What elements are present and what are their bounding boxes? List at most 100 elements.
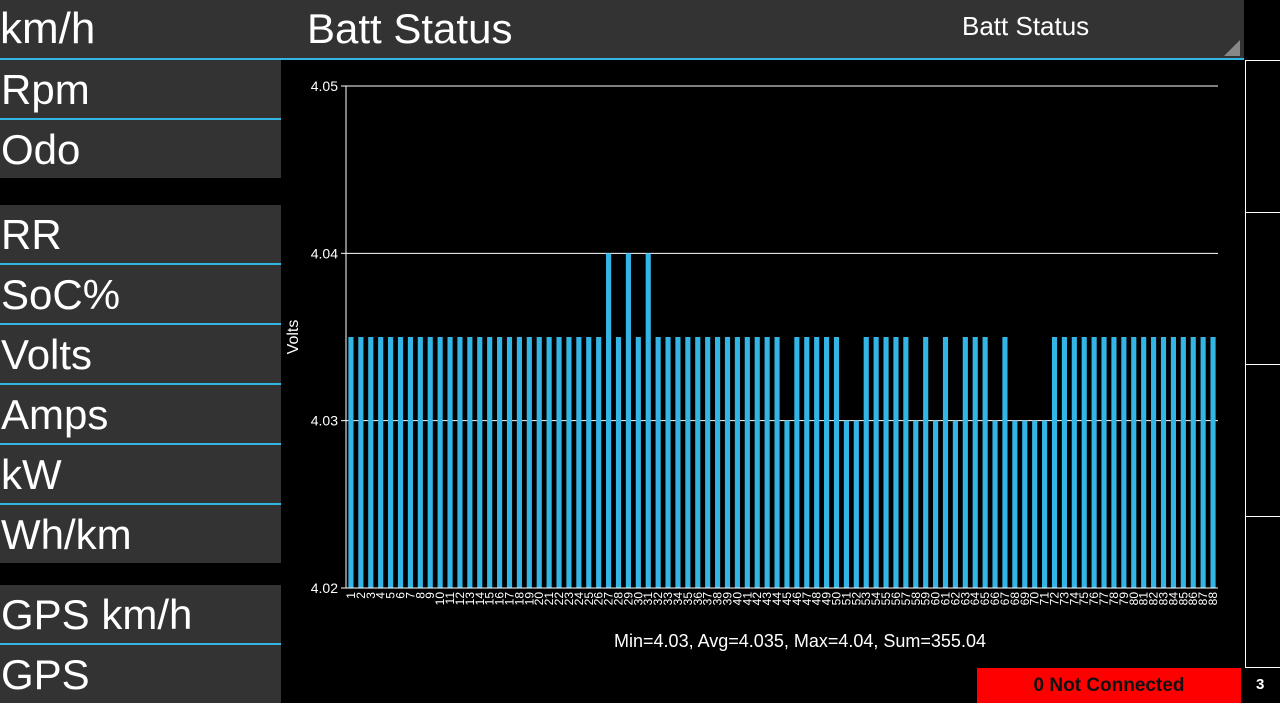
bar-64: [972, 337, 978, 588]
bar-61: [942, 337, 949, 588]
x-tick-label: 28: [612, 592, 626, 606]
bar-13: [467, 337, 473, 588]
x-tick-label: 6: [394, 592, 408, 599]
bar-54: [873, 337, 879, 588]
sidebar-item-wh-km[interactable]: Wh/km: [0, 505, 281, 563]
bar-45: [784, 420, 790, 588]
x-tick-label: 46: [790, 592, 804, 606]
x-tick-label: 83: [1157, 592, 1171, 606]
bar-3: [368, 337, 374, 588]
x-tick-label: 20: [532, 592, 546, 606]
side-panel-button-2[interactable]: [1245, 212, 1280, 365]
bar-71: [1042, 420, 1048, 588]
bar-69: [1022, 420, 1028, 588]
bar-37: [705, 337, 711, 588]
x-tick-label: 68: [1008, 592, 1022, 606]
x-tick-label: 52: [849, 592, 863, 606]
x-tick-label: 71: [1038, 592, 1052, 606]
bar-66: [992, 420, 998, 588]
view-selector-dropdown[interactable]: Batt Status: [960, 0, 1244, 58]
bar-32: [655, 337, 661, 588]
nav-item-kmh[interactable]: km/h: [0, 4, 96, 53]
side-panel-button-1[interactable]: [1245, 60, 1280, 213]
x-tick-label: 84: [1166, 592, 1180, 606]
connection-status-badge[interactable]: 0 Not Connected: [977, 668, 1241, 703]
bar-31: [645, 253, 651, 589]
x-tick-label: 3: [364, 592, 378, 599]
top-bar-divider: [0, 58, 1244, 60]
bar-29: [625, 253, 631, 589]
bar-26: [596, 337, 602, 588]
bar-34: [675, 337, 681, 588]
x-tick-label: 43: [760, 592, 774, 606]
side-panel-button-4[interactable]: [1245, 516, 1280, 668]
x-tick-label: 30: [631, 592, 645, 606]
sidebar-item-amps[interactable]: Amps: [0, 385, 281, 445]
bar-73: [1061, 337, 1067, 588]
bar-41: [744, 337, 750, 588]
x-tick-label: 54: [869, 592, 883, 606]
x-tick-label: 76: [1087, 592, 1101, 606]
bar-38: [715, 337, 721, 588]
x-tick-label: 31: [641, 592, 655, 606]
bar-83: [1160, 337, 1167, 588]
side-panel-button-3[interactable]: [1245, 364, 1280, 517]
x-tick-label: 37: [701, 592, 715, 606]
bar-6: [397, 337, 404, 588]
x-tick-label: 69: [1018, 592, 1032, 606]
x-tick-label: 36: [691, 592, 705, 606]
x-tick-label: 14: [473, 592, 487, 606]
bar-42: [754, 337, 760, 588]
x-tick-label: 18: [512, 592, 526, 606]
bar-85: [1180, 337, 1186, 588]
dropdown-triangle-icon: [1224, 40, 1240, 56]
bar-16: [497, 337, 503, 588]
sidebar-item-kw[interactable]: kW: [0, 445, 281, 505]
y-tick-label: 4.05: [311, 78, 338, 94]
bar-12: [457, 337, 463, 588]
x-tick-label: 7: [403, 592, 417, 599]
bar-11: [447, 337, 453, 588]
sidebar-item-volts[interactable]: Volts: [0, 325, 281, 385]
x-tick-label: 81: [1137, 592, 1151, 606]
bar-14: [477, 337, 483, 588]
bar-10: [437, 337, 443, 588]
x-tick-label: 77: [1097, 592, 1111, 606]
page-number: 3: [1256, 676, 1265, 693]
bar-40: [734, 337, 740, 588]
bar-50: [833, 337, 840, 588]
sidebar-item-gps[interactable]: GPS: [0, 645, 281, 703]
x-tick-label: 55: [879, 592, 893, 606]
y-tick-label: 4.03: [311, 413, 338, 429]
bar-88: [1210, 337, 1216, 588]
x-tick-label: 42: [750, 592, 764, 606]
bar-87: [1200, 337, 1206, 588]
bar-15: [487, 337, 493, 588]
x-tick-label: 11: [443, 592, 457, 605]
x-tick-label: 10: [433, 592, 447, 606]
x-tick-label: 59: [919, 592, 933, 606]
bar-48: [814, 337, 820, 588]
x-tick-label: 64: [968, 592, 982, 606]
x-tick-label: 35: [681, 592, 695, 606]
bar-81: [1141, 337, 1147, 588]
sidebar-item-label: SoC%: [1, 271, 121, 318]
x-tick-label: 39: [721, 592, 735, 606]
bar-19: [526, 337, 532, 588]
sidebar-item-rpm[interactable]: Rpm: [0, 60, 281, 120]
x-tick-label: 8: [413, 592, 427, 599]
x-tick-label: 70: [1028, 592, 1042, 606]
bar-51: [843, 420, 849, 588]
bar-59: [923, 337, 929, 588]
x-tick-label: 88: [1206, 592, 1220, 606]
sidebar-item-odo[interactable]: Odo: [0, 120, 281, 178]
x-tick-label: 24: [572, 592, 586, 606]
x-tick-label: 25: [582, 592, 596, 606]
sidebar-item-rr[interactable]: RR: [0, 205, 281, 265]
sidebar-item-soc[interactable]: SoC%: [0, 265, 281, 325]
bar-8: [417, 337, 423, 588]
sidebar-item-label: GPS km/h: [1, 591, 193, 638]
bar-77: [1101, 337, 1107, 588]
sidebar-item-gps-kmh[interactable]: GPS km/h: [0, 585, 281, 645]
bar-75: [1081, 337, 1087, 588]
